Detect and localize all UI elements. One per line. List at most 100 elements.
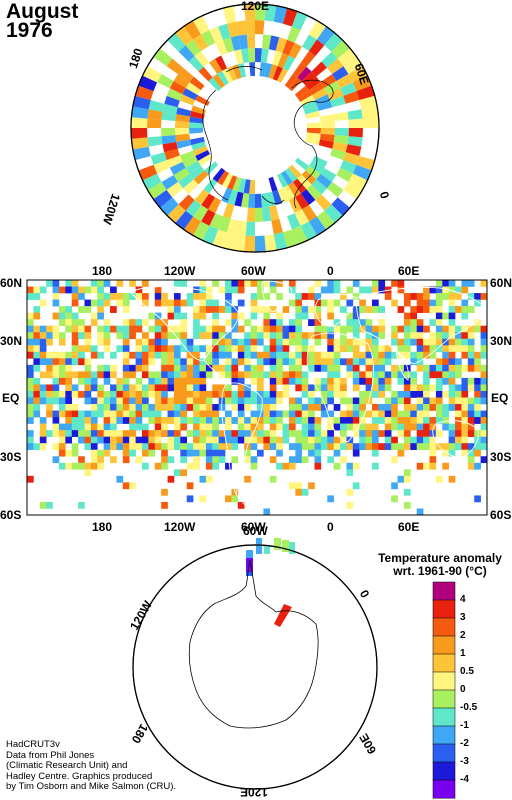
main-map-anomaly-cell — [352, 384, 360, 392]
main-map-anomaly-cell — [135, 417, 143, 424]
main-map-anomaly-cell — [212, 462, 219, 470]
main-map-anomaly-cell — [257, 351, 264, 359]
north-polar-anomaly-cell — [348, 118, 363, 128]
main-map-anomaly-cell — [97, 351, 104, 359]
main-map-anomaly-cell — [154, 377, 162, 385]
main-map-anomaly-cell — [288, 417, 296, 424]
main-map-anomaly-cell — [244, 345, 251, 353]
main-map-anomaly-cell — [416, 423, 424, 431]
main-map-anomaly-cell — [97, 332, 104, 340]
main-map-anomaly-cell — [320, 397, 328, 405]
main-map-anomaly-cell — [225, 351, 232, 359]
main-map-anomaly-cell — [403, 423, 411, 431]
main-map-anomaly-cell — [39, 358, 47, 366]
main-map-anomaly-cell — [231, 280, 239, 287]
main-map-anomaly-cell — [129, 423, 136, 431]
north-polar-anomaly-cell — [255, 20, 265, 35]
main-map-anomaly-cell — [276, 423, 283, 431]
main-map-anomaly-cell — [186, 404, 194, 411]
main-map-anomaly-cell — [429, 345, 437, 353]
main-map-anomaly-cell — [410, 351, 418, 359]
main-map-anomaly-cell — [116, 280, 124, 287]
main-map-anomaly-cell — [167, 299, 175, 307]
main-map-anomaly-cell — [65, 423, 73, 431]
main-map-anomaly-cell — [135, 443, 143, 451]
main-map-anomaly-cell — [135, 397, 143, 405]
main-map-anomaly-cell — [461, 325, 469, 333]
main-map-anomaly-cell — [359, 338, 366, 346]
main-map-anomaly-cell — [461, 312, 469, 320]
north-polar-anomaly-cell — [306, 132, 321, 140]
main-map-anomaly-cell — [461, 299, 469, 307]
main-map-anomaly-cell — [33, 332, 41, 340]
north-polar-anomaly-cell — [281, 170, 293, 186]
main-map-anomaly-cell — [467, 384, 475, 392]
north-polar-anomaly-cell — [194, 51, 210, 67]
north-polar-anomaly-cell — [132, 95, 151, 110]
main-map-anomaly-cell — [288, 371, 296, 379]
main-map-anomaly-cell — [250, 306, 258, 313]
main-map-anomaly-cell — [391, 390, 398, 398]
north-polar-anomaly-cell — [241, 48, 250, 63]
main-map-anomaly-cell — [263, 436, 271, 444]
main-map-anomaly-cell — [442, 351, 449, 359]
main-map-anomaly-cell — [308, 358, 315, 366]
main-map-anomaly-cell — [186, 417, 194, 424]
north-polar-anomaly-cell — [361, 106, 379, 119]
main-map-anomaly-cell — [58, 449, 66, 457]
north-polar-anomaly-cell — [333, 111, 349, 121]
main-map-anomaly-cell — [122, 404, 130, 411]
main-map-anomaly-cell — [269, 345, 277, 353]
main-map-anomaly-cell — [167, 410, 175, 418]
main-map-anomaly-cell — [448, 338, 456, 346]
main-map-anomaly-cell — [320, 390, 328, 398]
main-map-anomaly-cell — [244, 475, 251, 483]
main-map-anomaly-cell — [154, 462, 162, 470]
main-map-anomaly-cell — [103, 377, 111, 385]
main-map-anomaly-cell — [257, 325, 264, 333]
north-polar-anomaly-cell — [189, 76, 205, 91]
main-map-anomaly-cell — [410, 293, 418, 300]
main-map-anomaly-cell — [448, 319, 456, 326]
main-map-anomaly-cell — [403, 488, 411, 496]
main-map-anomaly-cell — [455, 345, 462, 353]
main-map-anomaly-cell — [301, 338, 309, 346]
lat-label-left-60n: 60N — [0, 276, 23, 290]
main-map-anomaly-cell — [435, 312, 443, 320]
main-map-anomaly-cell — [378, 306, 386, 313]
main-map-anomaly-cell — [391, 423, 398, 431]
main-map-anomaly-cell — [257, 371, 264, 379]
main-map-anomaly-cell — [103, 371, 111, 379]
legend-color-swatch — [432, 689, 456, 709]
main-map-anomaly-cell — [218, 436, 226, 444]
main-map-anomaly-cell — [186, 462, 194, 470]
main-map-anomaly-cell — [39, 443, 47, 451]
main-map-anomaly-cell — [429, 364, 437, 372]
main-map-anomaly-cell — [333, 358, 341, 366]
main-map-anomaly-cell — [167, 456, 175, 464]
main-map-anomaly-cell — [372, 384, 379, 392]
main-map-anomaly-cell — [429, 449, 437, 457]
main-map-anomaly-cell — [65, 410, 73, 418]
north-polar-anomaly-cell — [175, 114, 190, 123]
main-map-anomaly-cell — [199, 345, 207, 353]
main-map-anomaly-cell — [250, 456, 258, 464]
main-map-anomaly-cell — [167, 325, 175, 333]
main-map-anomaly-cell — [474, 430, 481, 437]
main-map-anomaly-cell — [455, 404, 462, 411]
legend-level-label: 0.5 — [460, 666, 474, 677]
main-map-anomaly-cell — [173, 430, 181, 437]
main-map-anomaly-cell — [110, 364, 117, 372]
main-map-anomaly-cell — [90, 286, 98, 294]
main-map-anomaly-cell — [90, 462, 98, 470]
main-map-anomaly-cell — [372, 443, 379, 451]
main-map-anomaly-cell — [314, 456, 322, 464]
main-map-anomaly-cell — [372, 404, 379, 411]
main-map-anomaly-cell — [78, 351, 85, 359]
main-map-anomaly-cell — [295, 410, 303, 418]
main-map-anomaly-cell — [250, 299, 258, 307]
main-map-anomaly-cell — [161, 449, 168, 457]
north-polar-anomaly-cell — [272, 50, 283, 66]
north-polar-anomaly-cell — [131, 128, 148, 139]
main-map-anomaly-cell — [122, 456, 130, 464]
